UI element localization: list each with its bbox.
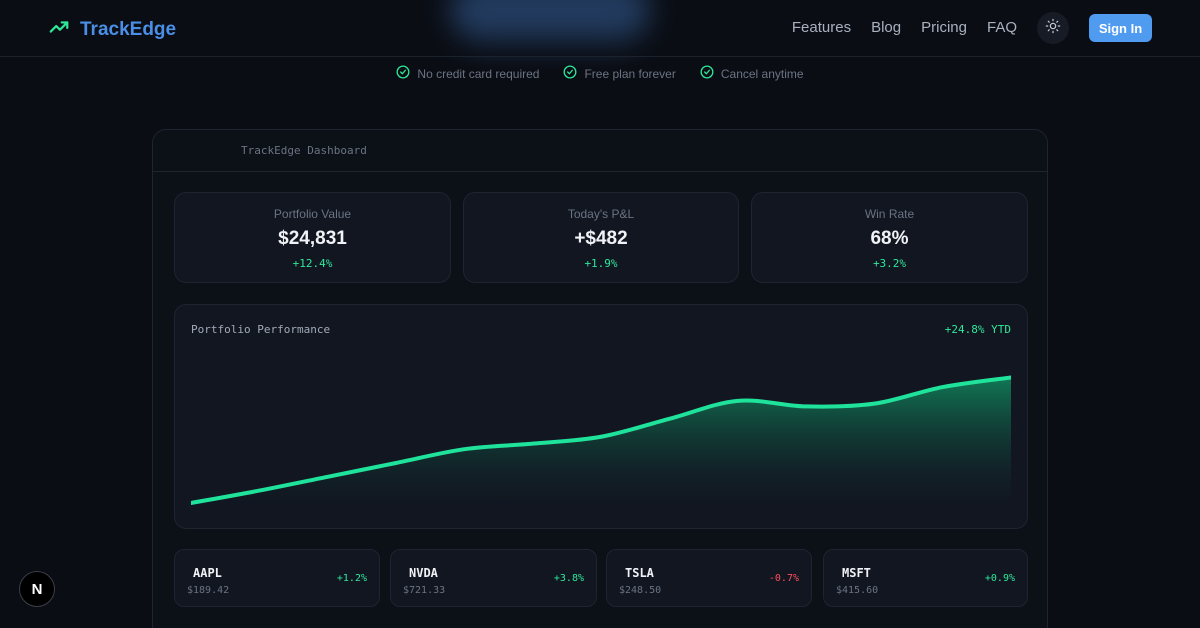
dev-tools-badge[interactable]: N xyxy=(19,571,55,607)
brand[interactable]: TrackEdge xyxy=(48,16,176,43)
check-circle-icon xyxy=(396,65,410,82)
ticker-card-msft[interactable]: MSFT $415.60 +0.9% xyxy=(823,549,1028,607)
perks-row: No credit card required Free plan foreve… xyxy=(0,65,1200,82)
nav-links: Features Blog Pricing FAQ xyxy=(792,19,1017,36)
check-circle-icon xyxy=(563,65,577,82)
sun-icon xyxy=(1045,18,1061,39)
ticker-change: +0.9% xyxy=(984,573,1015,584)
sign-in-button[interactable]: Sign In xyxy=(1089,14,1152,42)
stat-change: +12.4% xyxy=(292,257,333,270)
perk-label: No credit card required xyxy=(417,66,540,81)
stat-value: $24,831 xyxy=(278,228,347,249)
trending-up-icon xyxy=(48,16,70,43)
nav-link-faq[interactable]: FAQ xyxy=(986,19,1017,36)
dashboard-title: TrackEdge Dashboard xyxy=(153,130,1047,172)
ticker-price: $415.60 xyxy=(836,585,879,596)
ticker-card-nvda[interactable]: NVDA $721.33 +3.8% xyxy=(390,549,597,607)
chart-title: Portfolio Performance xyxy=(191,323,331,336)
ytd-change: +24.8% YTD xyxy=(944,323,1011,336)
stat-card-todays-pnl: Today's P&L +$482 +1.9% xyxy=(463,192,739,283)
ticker-change: -0.7% xyxy=(768,573,799,584)
ticker-card-aapl[interactable]: AAPL $189.42 +1.2% xyxy=(174,549,380,607)
perk-label: Cancel anytime xyxy=(720,66,804,81)
ticker-price: $248.50 xyxy=(619,585,662,596)
perk-item: Free plan forever xyxy=(563,65,676,82)
stat-card-win-rate: Win Rate 68% +3.2% xyxy=(751,192,1028,283)
stat-label: Portfolio Value xyxy=(273,207,352,221)
nav-link-blog[interactable]: Blog xyxy=(871,19,902,36)
stat-value: +$482 xyxy=(574,228,628,249)
perk-item: Cancel anytime xyxy=(700,65,804,82)
ticker-symbol: MSFT xyxy=(842,566,871,580)
nav-link-pricing[interactable]: Pricing xyxy=(921,19,967,36)
perk-item: No credit card required xyxy=(396,65,539,82)
perk-label: Free plan forever xyxy=(584,66,676,81)
ticker-change: +1.2% xyxy=(336,573,367,584)
chart-area-fill xyxy=(191,377,1011,507)
check-circle-icon xyxy=(700,65,714,82)
navbar: TrackEdge Features Blog Pricing FAQ Sign… xyxy=(0,0,1200,57)
ticker-symbol: TSLA xyxy=(625,566,654,580)
ticker-symbol: NVDA xyxy=(409,566,438,580)
theme-toggle-button[interactable] xyxy=(1037,12,1069,44)
stat-label: Today's P&L xyxy=(567,207,635,221)
ticker-symbol: AAPL xyxy=(193,566,222,580)
stat-change: +3.2% xyxy=(872,257,907,270)
stat-value: 68% xyxy=(870,228,909,249)
ticker-price: $721.33 xyxy=(403,585,446,596)
nav-link-features[interactable]: Features xyxy=(791,19,852,36)
stat-card-portfolio-value: Portfolio Value $24,831 +12.4% xyxy=(174,192,451,283)
brand-name: TrackEdge xyxy=(80,18,177,40)
ticker-change: +3.8% xyxy=(553,573,584,584)
chart-series-line xyxy=(191,375,1011,505)
stat-change: +1.9% xyxy=(584,257,618,270)
ticker-price: $189.42 xyxy=(187,585,230,596)
performance-chart-card: Portfolio Performance +24.8% YTD xyxy=(174,304,1028,529)
stat-label: Win Rate xyxy=(864,207,915,221)
dashboard-preview: TrackEdge Dashboard Portfolio Value $24,… xyxy=(152,129,1048,628)
ticker-card-tsla[interactable]: TSLA $248.50 -0.7% xyxy=(606,549,812,607)
performance-chart xyxy=(191,375,1011,507)
